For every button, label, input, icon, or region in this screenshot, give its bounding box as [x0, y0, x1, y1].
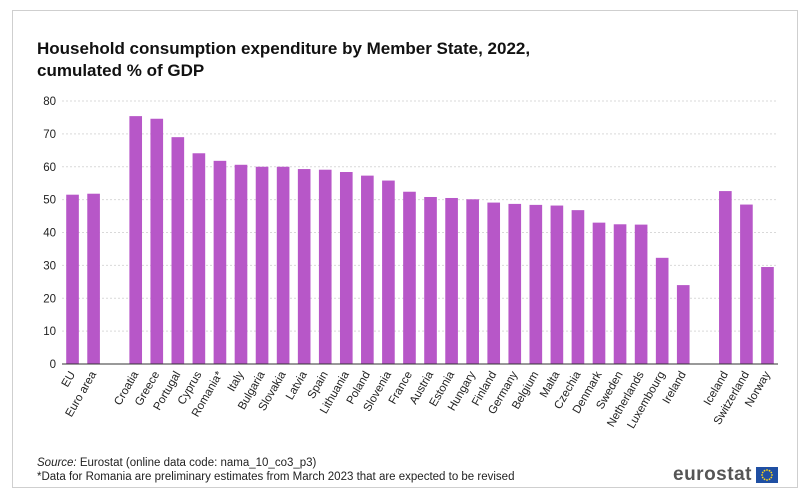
bar [150, 118, 164, 364]
gridlines [62, 100, 778, 332]
bar [213, 160, 227, 364]
bar [655, 257, 669, 364]
bar [297, 169, 311, 364]
y-tick-label: 50 [43, 195, 56, 207]
y-tick-label: 10 [43, 326, 56, 338]
bar [255, 166, 269, 364]
eurostat-logo-text: eurostat [673, 464, 752, 485]
y-tick-label: 20 [43, 293, 56, 305]
bar [66, 194, 79, 364]
x-tick-label: Latvia [284, 369, 310, 402]
source-line: Source: Eurostat (online data code: nama… [37, 456, 514, 470]
chart-title-line-2: cumulated % of GDP [37, 61, 205, 80]
bar [87, 193, 100, 364]
bar [361, 175, 374, 364]
y-tick-label: 0 [50, 359, 56, 371]
y-tick-label: 30 [43, 260, 56, 272]
bar [761, 267, 774, 364]
bar [445, 197, 458, 364]
bar [318, 169, 332, 364]
bar [676, 285, 690, 364]
eurostat-logo: eurostat [673, 464, 778, 486]
source-label: Source: [37, 457, 77, 469]
bar [571, 210, 585, 364]
y-tick-label: 60 [43, 162, 56, 174]
y-tick-label: 40 [43, 228, 56, 240]
bar [129, 116, 143, 364]
bar [192, 153, 206, 364]
source-text: Eurostat (online data code: nama_10_co3_… [76, 457, 317, 469]
bar [382, 180, 395, 364]
bar [403, 191, 416, 364]
bar [276, 166, 290, 364]
bar [508, 203, 522, 364]
y-tick-label: 70 [43, 129, 56, 141]
bar [339, 172, 353, 364]
bars [66, 116, 774, 364]
bar [466, 199, 479, 364]
y-tick-label: 80 [43, 96, 56, 108]
bar [550, 205, 564, 364]
chart-footer: Source: Eurostat (online data code: nama… [37, 456, 514, 484]
y-axis-ticks: 0 10 20 30 40 50 60 70 80 [43, 96, 56, 371]
x-tick-label: Italy [226, 369, 247, 393]
bar [740, 204, 753, 364]
bar [171, 137, 185, 364]
bar [634, 224, 648, 364]
bar [613, 224, 627, 364]
chart-title-line-1: Household consumption expenditure by Mem… [37, 39, 531, 58]
bar [424, 196, 437, 364]
bar [234, 164, 248, 364]
chart-title: Household consumption expenditure by Mem… [37, 38, 530, 82]
eu-flag-icon [755, 467, 778, 483]
bar [487, 202, 501, 364]
bar [719, 191, 732, 364]
bar [529, 204, 543, 364]
romania-note: *Data for Romania are preliminary estima… [37, 471, 515, 483]
x-tick-label: EU [60, 370, 78, 390]
bar [592, 222, 606, 364]
